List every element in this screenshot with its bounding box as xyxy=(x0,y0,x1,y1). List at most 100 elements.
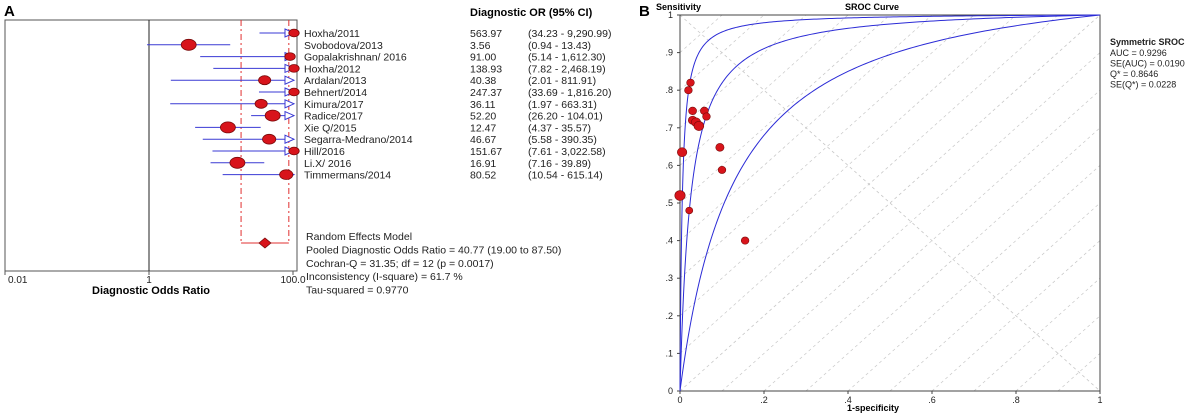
forest-study-ci: (33.69 - 1,816.20) xyxy=(528,87,611,99)
forest-study-name: Ardalan/2013 xyxy=(304,75,367,87)
forest-study-name: Segarra-Medrano/2014 xyxy=(304,134,413,146)
forest-point-marker xyxy=(220,121,236,134)
forest-ci-arrow xyxy=(284,99,296,109)
forest-study-or: 16.91 xyxy=(470,158,496,170)
forest-study-name: Behnert/2014 xyxy=(304,87,367,99)
sroc-confidence-curve xyxy=(679,14,1101,392)
forest-point-marker xyxy=(288,146,300,156)
forest-point-marker xyxy=(262,133,277,145)
sroc-legend-line: AUC = 0.9296 xyxy=(1110,48,1167,58)
forest-summary-line: Pooled Diagnostic Odds Ratio = 40.77 (19… xyxy=(306,244,561,256)
forest-x-tick-label: 0.01 xyxy=(8,275,28,286)
sroc-grid xyxy=(679,14,1101,392)
forest-study-name: Radice/2017 xyxy=(304,111,363,123)
sroc-x-tick-label: .4 xyxy=(844,395,852,405)
forest-point-marker xyxy=(229,156,246,169)
forest-study-or: 138.93 xyxy=(470,63,502,75)
sroc-grid-line xyxy=(721,52,1101,392)
sroc-study-point xyxy=(688,106,697,115)
forest-study-ci: (4.37 - 35.57) xyxy=(528,122,591,134)
sroc-grid-line xyxy=(973,277,1101,392)
forest-study-ci: (2.01 - 811.91) xyxy=(528,75,596,87)
sroc-diagonal-line xyxy=(679,14,1101,392)
forest-study-or: 46.67 xyxy=(470,134,496,146)
sroc-x-tick-label: 0 xyxy=(677,395,682,405)
sroc-legend-line: Q* = 0.8646 xyxy=(1110,69,1158,79)
forest-study-ci: (5.14 - 1,612.30) xyxy=(528,52,606,64)
sroc-study-point xyxy=(715,143,725,152)
forest-study-or: 563.97 xyxy=(470,28,502,40)
forest-x-tick-label: 1 xyxy=(146,275,152,286)
sroc-y-tick-label: .9 xyxy=(665,48,673,58)
sroc-grid-line xyxy=(931,240,1101,392)
forest-study-ci: (7.61 - 3,022.58) xyxy=(528,146,606,158)
forest-summary-line: Inconsistency (I-square) = 61.7 % xyxy=(306,271,463,283)
forest-study-ci: (26.20 - 104.01) xyxy=(528,111,603,123)
forest-study-name: Li.X/ 2016 xyxy=(304,158,351,170)
forest-plot-frame xyxy=(4,19,298,272)
sroc-summary-curve xyxy=(679,14,1101,391)
forest-point-marker xyxy=(284,52,296,61)
forest-study-or: 3.56 xyxy=(470,40,491,52)
forest-x-axis-label: Diagnostic Odds Ratio xyxy=(92,285,210,297)
forest-study-or: 40.38 xyxy=(470,75,496,87)
forest-study-name: Xie Q/2015 xyxy=(304,122,357,134)
forest-study-or: 80.52 xyxy=(470,170,496,182)
forest-ci-arrow xyxy=(284,110,296,121)
forest-ci-arrow xyxy=(284,134,296,144)
forest-point-marker xyxy=(288,87,300,97)
forest-point-marker xyxy=(288,28,300,38)
forest-study-name: Kimura/2017 xyxy=(304,99,364,111)
sroc-y-tick-label: .4 xyxy=(665,236,673,246)
sroc-y-axis-label: Sensitivity xyxy=(656,2,701,12)
forest-summary-line: Tau-squared = 0.9770 xyxy=(306,285,409,297)
forest-study-ci: (5.58 - 390.35) xyxy=(528,134,597,146)
sroc-study-point xyxy=(677,147,688,158)
sroc-y-tick-label: .1 xyxy=(665,348,673,358)
sroc-x-tick-label: .8 xyxy=(1012,395,1020,405)
forest-study-or: 151.67 xyxy=(470,146,502,158)
sroc-y-tick-label: .3 xyxy=(665,273,673,283)
sroc-study-point xyxy=(693,120,705,131)
forest-study-ci: (7.82 - 2,468.19) xyxy=(528,63,606,75)
forest-point-marker xyxy=(254,98,268,109)
sroc-y-tick-label: .8 xyxy=(665,85,673,95)
sroc-legend-line: SE(AUC) = 0.0190 xyxy=(1110,59,1185,69)
sroc-axes: 0 .1 .2 .3 .4 .5 .6 .7 .8 .9 1 0 .2 .4 .6 .8 1 xyxy=(665,10,1102,405)
forest-study-ci: (34.23 - 9,290.99) xyxy=(528,28,611,40)
forest-study-name: Svobodova/2013 xyxy=(304,40,383,52)
sroc-grid-line xyxy=(1015,315,1101,392)
forest-study-or: 247.37 xyxy=(470,87,502,99)
sroc-study-point xyxy=(684,86,693,95)
sroc-legend-line: SE(Q*) = 0.0228 xyxy=(1110,80,1176,90)
sroc-panel: B Sensitivity SROC Curve 1-specificity 0… xyxy=(639,2,1185,413)
forest-study-name: Timmermans/2014 xyxy=(304,170,391,182)
forest-x-tick-label: 100.0 xyxy=(280,275,305,286)
sroc-y-tick-label: .5 xyxy=(665,198,673,208)
forest-study-ci: (1.97 - 663.31) xyxy=(528,99,597,111)
forest-study-name: Hoxha/2011 xyxy=(304,28,360,40)
panel-label-a: A xyxy=(4,3,15,20)
forest-point-marker xyxy=(264,109,281,122)
sroc-y-tick-label: 1 xyxy=(668,10,673,20)
forest-ci-arrow xyxy=(284,75,296,85)
forest-header-or-ci: Diagnostic OR (95% CI) xyxy=(470,7,593,19)
forest-point-marker xyxy=(288,64,300,73)
sroc-study-point xyxy=(686,78,695,87)
forest-plot-panel: A Diagnostic OR (95% CI) Diagnostic Odds… xyxy=(4,3,611,297)
sroc-y-tick-label: 0 xyxy=(668,386,673,396)
sroc-x-tick-label: .2 xyxy=(760,395,768,405)
sroc-points xyxy=(674,78,750,245)
sroc-study-point xyxy=(674,190,686,201)
forest-study-ci: (0.94 - 13.43) xyxy=(528,40,591,52)
sroc-grid-line xyxy=(847,165,1101,392)
sroc-title: SROC Curve xyxy=(845,2,899,12)
sroc-study-point xyxy=(702,112,711,121)
sroc-grid-line xyxy=(679,14,849,166)
sroc-legend-title: Symmetric SROC xyxy=(1110,37,1185,47)
forest-study-name: Hoxha/2012 xyxy=(304,63,361,75)
forest-study-or: 12.47 xyxy=(470,122,496,134)
